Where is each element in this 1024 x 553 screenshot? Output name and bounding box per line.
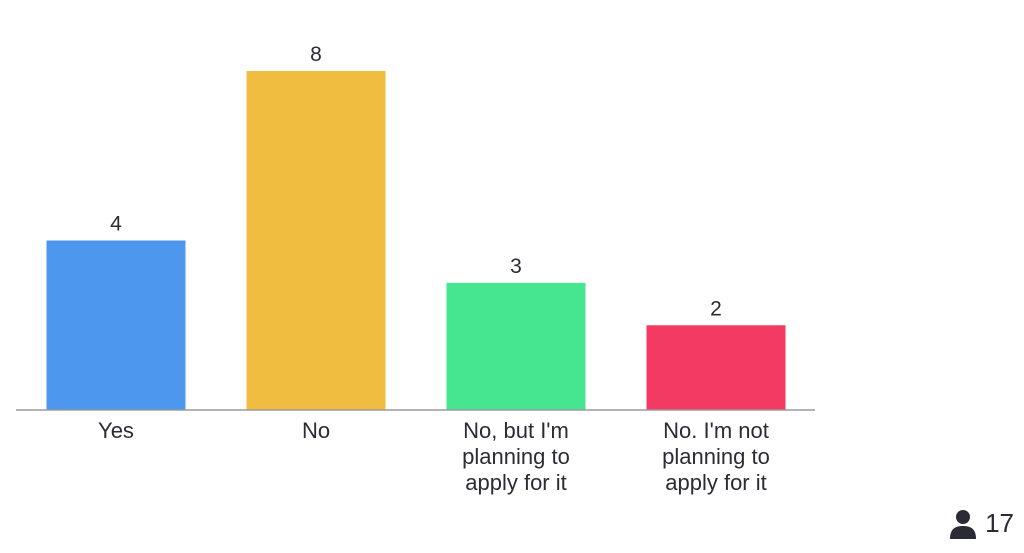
bar [246, 71, 386, 410]
bar [646, 325, 786, 410]
participant-number: 17 [985, 508, 1014, 538]
person-icon [950, 509, 977, 539]
category-label: No, but I'm planning to apply for it [462, 418, 570, 495]
bar [446, 282, 586, 410]
value-label: 4 [110, 213, 122, 236]
value-label: 2 [710, 297, 722, 320]
participant-count: 17 [949, 508, 1014, 539]
category-label: No. I'm not planning to apply for it [662, 418, 770, 495]
category-label: No [301, 418, 331, 443]
category-label: Yes [98, 418, 134, 443]
bar [46, 240, 186, 410]
value-label: 3 [510, 255, 522, 278]
value-label: 8 [310, 43, 322, 66]
